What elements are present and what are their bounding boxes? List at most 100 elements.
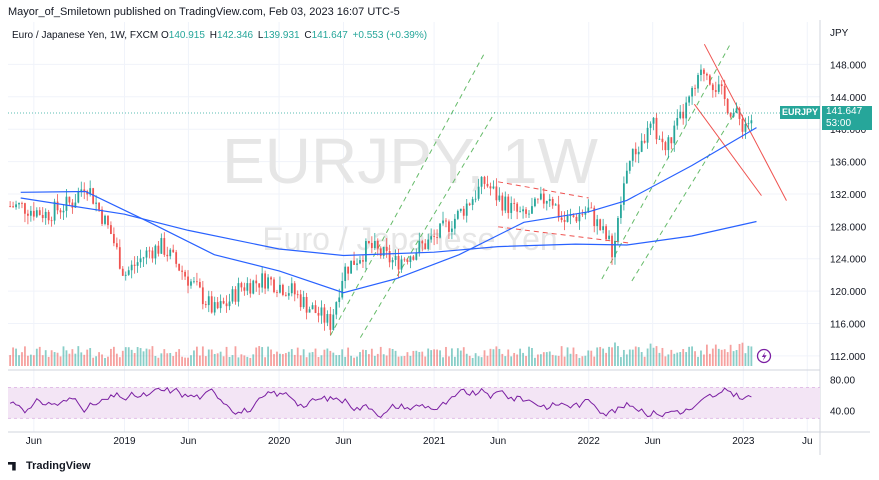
time-axis[interactable]: Jun 2019 Jun 2020 Jun 2021 Jun 2022 Jun 2023 Ju <box>26 436 813 447</box>
time-tick-label: 2020 <box>268 436 291 447</box>
candle-body <box>255 280 258 284</box>
candle-body <box>691 87 693 97</box>
candle-body <box>708 75 711 85</box>
price-tick-label: 124.000 <box>830 255 867 266</box>
volume-bar <box>643 356 646 366</box>
volume-bar <box>391 348 394 366</box>
volume-bar <box>536 354 539 366</box>
candle-body <box>373 240 376 249</box>
volume-bar <box>74 353 77 366</box>
volume-bar <box>711 348 714 366</box>
candle-body <box>80 189 83 192</box>
candle-body <box>622 183 625 205</box>
candle-body <box>448 221 450 232</box>
volume-bar <box>664 356 667 366</box>
volume-bar <box>207 349 210 366</box>
candle-body <box>187 276 189 286</box>
candle-body <box>480 176 483 187</box>
time-tick-label: Jun <box>490 436 506 447</box>
candle-body <box>279 284 281 293</box>
candle-body <box>32 210 35 217</box>
open-value: 140.915 <box>168 30 205 41</box>
candle-body <box>83 189 86 192</box>
candle-body <box>617 218 619 241</box>
candle-body <box>504 196 507 211</box>
ma-slow-line <box>20 197 757 257</box>
time-tick-label: Jun <box>335 436 351 447</box>
volume-bar <box>448 356 450 366</box>
volume-bar <box>694 351 696 366</box>
volume-bar <box>98 352 100 366</box>
candle-body <box>569 215 572 217</box>
volume-bar <box>465 353 468 366</box>
volume-bar <box>474 353 477 366</box>
volume-bar <box>77 346 80 366</box>
volume-bar <box>121 350 124 366</box>
channel-line <box>693 103 762 196</box>
volume-bar <box>317 356 320 366</box>
candle-body <box>436 237 438 238</box>
candle-body <box>68 196 71 203</box>
candle-body <box>744 124 747 132</box>
volume-bar <box>359 352 361 366</box>
candle-body <box>495 186 498 201</box>
candle-body <box>714 90 717 92</box>
price-tick-label: 140.000 <box>830 125 867 136</box>
candle-body <box>261 273 264 288</box>
candle-body <box>124 274 127 276</box>
candle-body <box>65 196 68 211</box>
candle-body <box>557 204 560 218</box>
volume-bar <box>305 357 308 366</box>
candle-body <box>296 294 299 296</box>
volume-bar <box>427 348 430 366</box>
candle-body <box>320 307 323 316</box>
volume-bar <box>115 353 118 366</box>
candle-body <box>273 279 275 293</box>
candle-body <box>685 102 688 119</box>
volume-bar <box>501 353 504 366</box>
tradingview-logo[interactable]: TradingView <box>8 460 91 472</box>
ma-fast-line <box>20 127 757 294</box>
candle-body <box>317 312 320 316</box>
candle-body <box>216 302 219 309</box>
volume-bar <box>519 348 522 366</box>
bolt-icon[interactable] <box>756 348 772 364</box>
candle-body <box>166 254 169 257</box>
candle-body <box>439 223 441 238</box>
volume-bar <box>107 356 109 366</box>
candle-body <box>507 196 510 213</box>
volume-bar <box>658 352 661 366</box>
volume-bar <box>700 350 702 366</box>
volume-bar <box>249 357 252 366</box>
price-tick-label: 128.000 <box>830 222 867 233</box>
volume-bar <box>720 349 723 366</box>
candle-body <box>178 263 181 271</box>
volume-bar <box>139 348 142 366</box>
candle-body <box>329 314 332 330</box>
volume-bar <box>287 351 290 366</box>
volume-bar <box>104 357 106 366</box>
candle-body <box>403 259 406 261</box>
candle-body <box>98 202 100 210</box>
volume-bar <box>92 357 95 366</box>
candle-body <box>350 260 352 274</box>
volume-bar <box>71 349 74 366</box>
candle-body <box>394 255 397 260</box>
volume-bar <box>409 355 412 366</box>
price-axis[interactable]: JPY 148.000 144.000 140.000 136.000 132.000 12… <box>830 28 867 418</box>
volume-bar <box>175 351 178 366</box>
volume-bar <box>187 357 189 366</box>
volume-bar <box>234 346 237 366</box>
volume-bar <box>750 346 753 366</box>
candle-body <box>35 210 38 217</box>
candle-body <box>611 235 613 258</box>
volume-bar <box>86 349 89 366</box>
candle-body <box>284 294 287 296</box>
candle-body <box>614 240 616 258</box>
candle-body <box>148 250 151 252</box>
volume-bar <box>471 357 474 366</box>
candle-body <box>207 296 210 306</box>
candle-body <box>442 220 444 224</box>
volume-bar <box>522 352 524 366</box>
